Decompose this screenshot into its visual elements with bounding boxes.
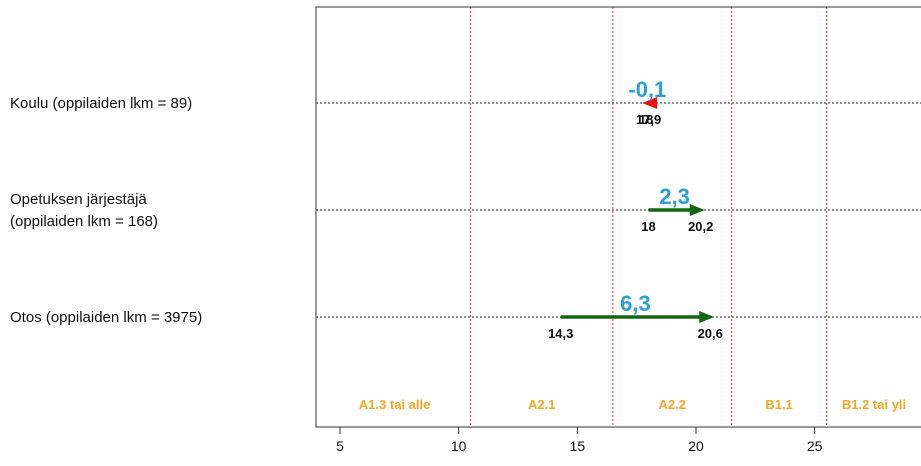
level-label: A2.2	[659, 397, 686, 412]
row-label: (oppilaiden lkm = 168)	[10, 213, 158, 230]
x-tick-label: 10	[451, 438, 467, 454]
level-label: B1.1	[765, 397, 792, 412]
end-value-label: 20,2	[688, 219, 713, 234]
x-tick-label: 15	[570, 438, 586, 454]
change-value-label: -0,1	[628, 77, 666, 102]
start-value-label: 18	[641, 219, 655, 234]
row-label: Otos (oppilaiden lkm = 3975)	[10, 309, 202, 326]
level-label: A1.3 tai alle	[359, 397, 431, 412]
level-label: B1.2 tai yli	[842, 397, 906, 412]
arrow-head	[699, 311, 714, 323]
x-tick-label: 20	[688, 438, 704, 454]
start-value-label: 14,3	[548, 326, 573, 341]
x-tick-label: 25	[807, 438, 823, 454]
change-value-label: 2,3	[659, 184, 690, 209]
level-label: A2.1	[528, 397, 555, 412]
row-label: Koulu (oppilaiden lkm = 89)	[10, 95, 192, 112]
plot-frame	[316, 7, 921, 427]
x-tick-label: 5	[336, 438, 344, 454]
row-label: Opetuksen järjestäjä	[10, 191, 147, 208]
arrow-head	[690, 204, 705, 216]
end-value-label: 18	[639, 112, 653, 127]
change-value-label: 6,3	[620, 291, 651, 316]
end-value-label: 20,6	[698, 326, 723, 341]
